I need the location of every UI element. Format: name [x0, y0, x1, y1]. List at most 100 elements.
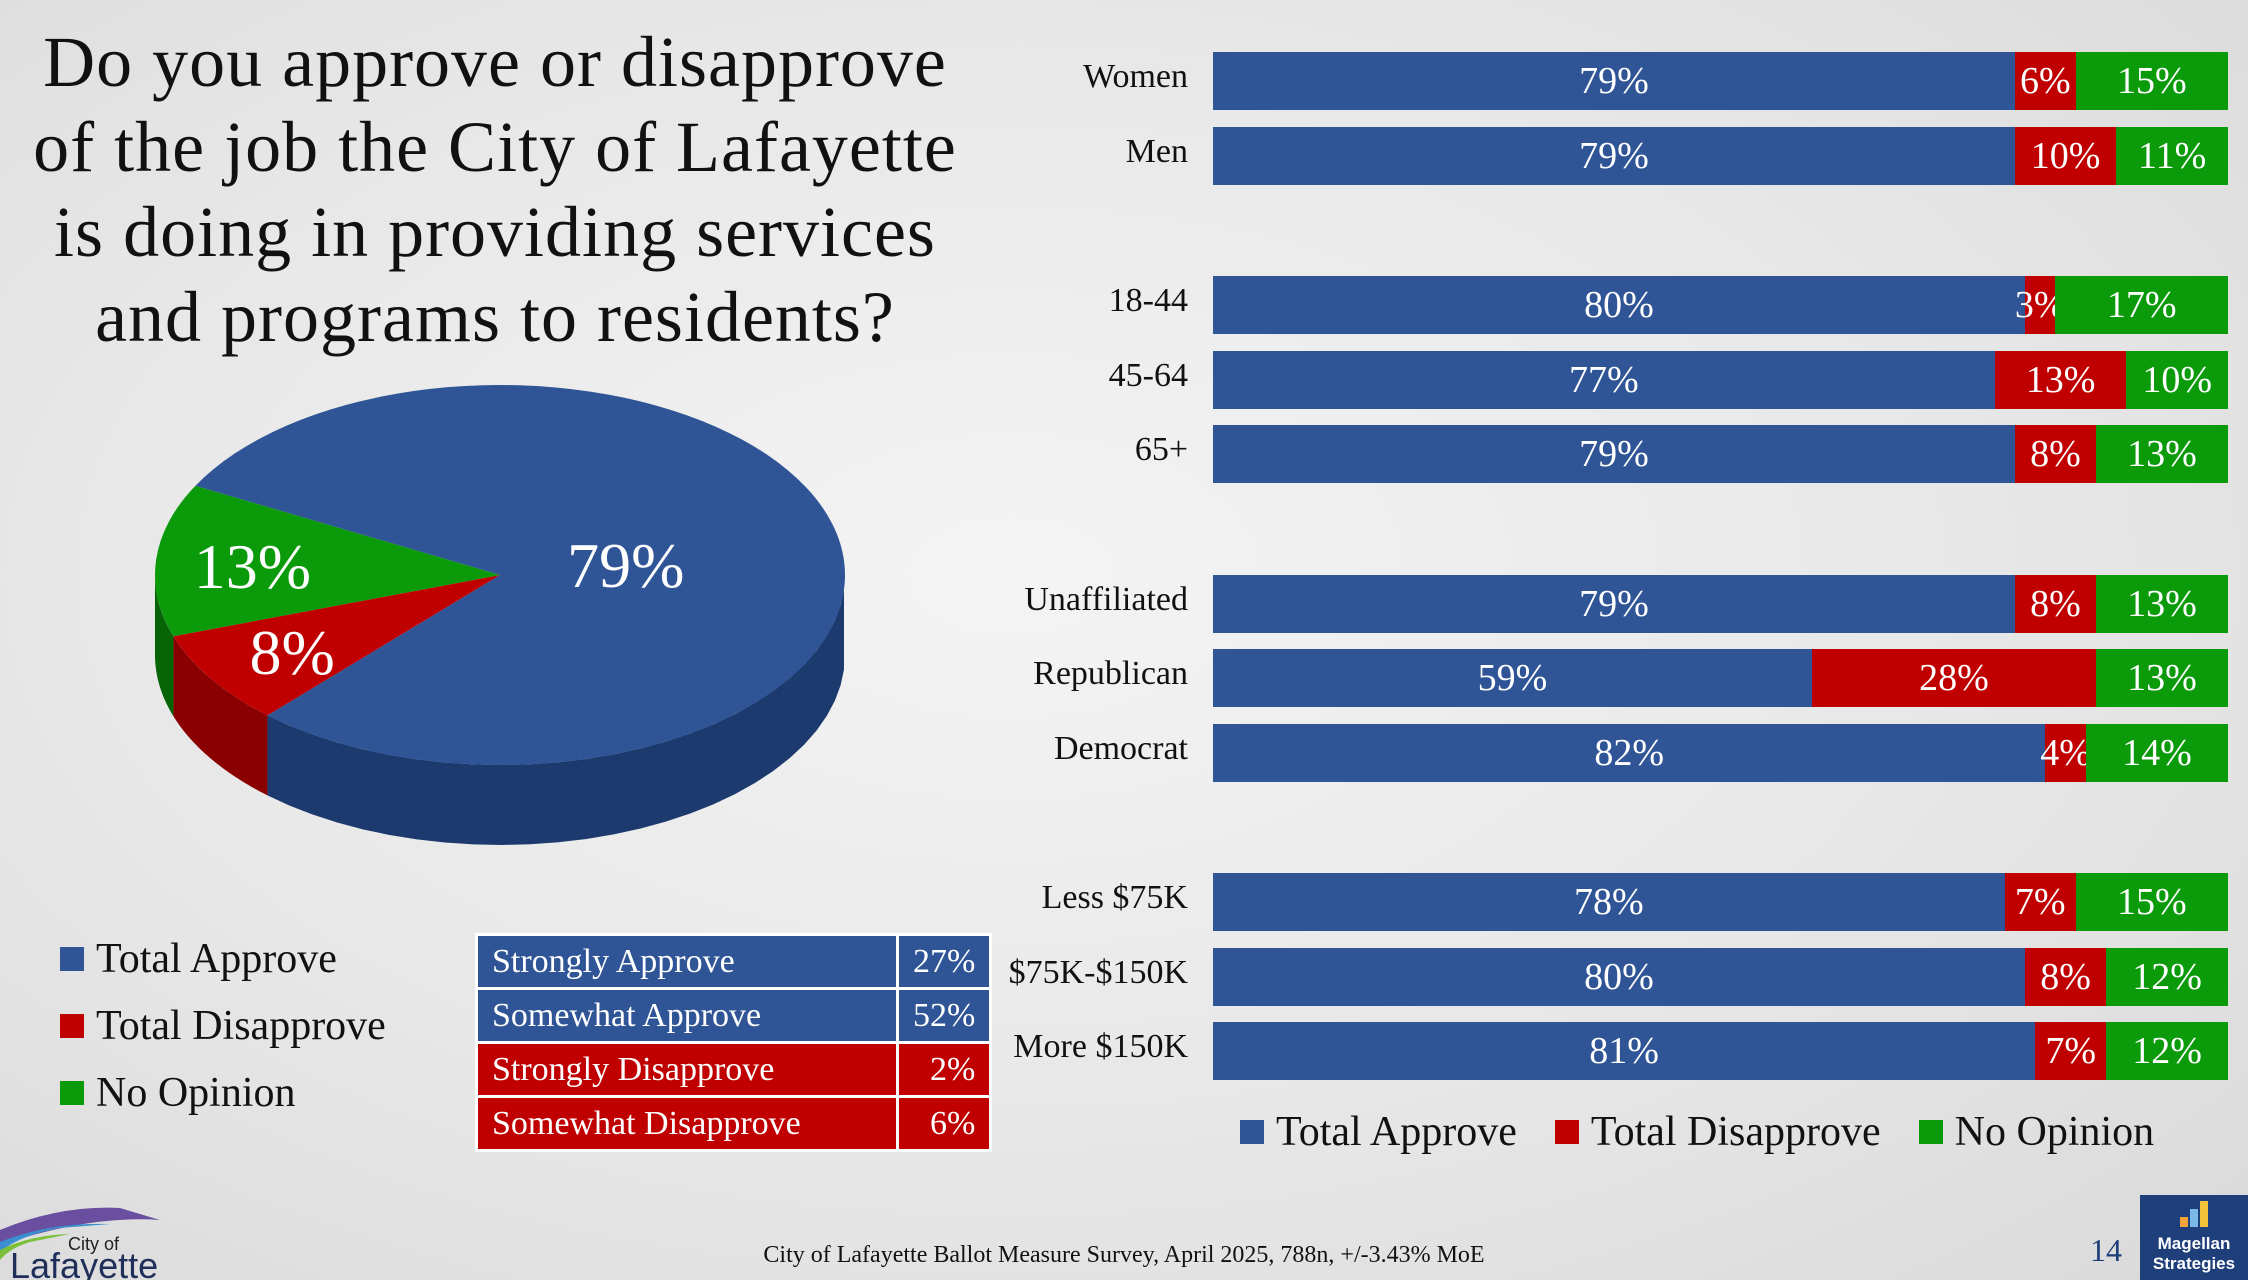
stacked-bar: 79% 8% 13%: [1213, 425, 2228, 483]
breakdown-value: 2%: [895, 1041, 993, 1098]
bar-segment-disapprove: 4%: [2040, 723, 2091, 782]
pie-slice-label: 8%: [250, 617, 335, 688]
legend-label: Total Approve: [1276, 1109, 1517, 1155]
stacked-bar: 79% 10% 11%: [1213, 126, 2228, 185]
bar-legend-item-no-opinion: No Opinion: [1918, 1108, 2155, 1156]
bar-segment-disapprove: 8%: [2014, 425, 2097, 483]
logo-text-lafayette: Lafayette: [10, 1245, 158, 1280]
pie-slice: [155, 485, 500, 637]
breakdown-row: Somewhat Approve 52%: [475, 987, 993, 1044]
bar-segment-no-opinion: 12%: [2106, 1022, 2228, 1080]
magellan-strategies-logo: Magellan Strategies: [2140, 1195, 2248, 1280]
bar-segment-no-opinion: 14%: [2085, 723, 2228, 782]
bar-row-label: 18-44: [1108, 282, 1188, 319]
breakdown-row: Strongly Disapprove 2%: [475, 1041, 993, 1098]
footer-source: City of Lafayette Ballot Measure Survey,…: [763, 1242, 1485, 1268]
bar-segment-approve: 79%: [1213, 52, 2015, 110]
stacked-bar: 78% 7% 15%: [1213, 873, 2228, 931]
stacked-bar: 80% 3% 17%: [1213, 276, 2228, 334]
breakdown-label: Strongly Approve: [475, 933, 899, 990]
bar-chart-icon: [2180, 1201, 2208, 1227]
legend-item-no-opinion: No Opinion: [60, 1059, 386, 1126]
pie-slice: [173, 575, 500, 716]
bar-row-label: 45-64: [1108, 356, 1188, 394]
magellan-line2: Strategies: [2152, 1254, 2236, 1273]
breakdown-row: Strongly Approve 27%: [475, 933, 993, 990]
breakdown-label: Somewhat Approve: [475, 987, 899, 1044]
breakdown-label: Somewhat Disapprove: [475, 1095, 899, 1152]
logo-text-city-of: City of: [68, 1234, 120, 1254]
legend-label: Total Approve: [96, 935, 337, 982]
breakdown-table: Strongly Approve 27% Somewhat Approve 52…: [475, 933, 993, 1152]
bar-row-label: Unaffiliated: [1024, 580, 1188, 618]
stacked-bar: 59% 28% 13%: [1213, 649, 2228, 707]
page-number: 14: [2090, 1232, 2122, 1268]
bar-segment-approve: 82%: [1213, 723, 2046, 782]
breakdown-label: Strongly Disapprove: [475, 1041, 899, 1098]
legend-swatch-disapprove: [1554, 1120, 1579, 1144]
bar-segment-no-opinion: 15%: [2075, 52, 2228, 110]
stacked-bar: 79% 6% 15%: [1213, 52, 2228, 110]
bar-segment-approve: 79%: [1213, 126, 2015, 185]
pie-legend: Total Approve Total Disapprove No Opinio…: [60, 925, 386, 1126]
bar-segment-no-opinion: 13%: [2096, 425, 2228, 483]
bar-row-label: Republican: [1033, 655, 1188, 692]
pie-slice-side: [267, 589, 844, 845]
breakdown-value: 27%: [895, 933, 993, 990]
bar-row-label: $75K-$150K: [1008, 953, 1188, 991]
legend-label: No Opinion: [96, 1069, 296, 1116]
legend-swatch-approve: [1240, 1120, 1264, 1144]
legend-label: Total Disapprove: [96, 1002, 386, 1049]
bar-segment-approve: 78%: [1213, 873, 2005, 931]
title-line: of the job the City of Lafayette: [33, 107, 957, 187]
title-line: Do you approve or disapprove: [43, 22, 947, 102]
stacked-bar: 81% 7% 12%: [1213, 1022, 2228, 1080]
bar-segment-disapprove: 10%: [2014, 126, 2117, 185]
title-line: is doing in providing services: [54, 192, 936, 272]
bar-segment-approve: 81%: [1213, 1022, 2036, 1080]
bar-legend-item-approve: Total Approve: [1240, 1108, 1517, 1156]
bar-legend-item-disapprove: Total Disapprove: [1554, 1108, 1881, 1156]
bar-segment-no-opinion: 12%: [2106, 947, 2228, 1006]
bar-row-label: Women: [1083, 58, 1188, 95]
pie-chart: 79% 8% 13%: [155, 385, 845, 845]
bar-segment-disapprove: 3%: [2015, 276, 2066, 334]
breakdown-value: 52%: [895, 987, 993, 1044]
bar-segment-no-opinion: 17%: [2055, 276, 2228, 334]
stacked-bar: 79% 8% 13%: [1213, 574, 2228, 633]
pie-slice: [195, 385, 845, 765]
pie-slice-label: 79%: [567, 530, 684, 601]
title-line: and programs to residents?: [95, 277, 895, 357]
bar-segment-approve: 79%: [1213, 574, 2015, 633]
magellan-line1: Magellan: [2157, 1234, 2231, 1253]
legend-item-approve: Total Approve: [60, 925, 386, 992]
bar-segment-no-opinion: 10%: [2126, 350, 2228, 409]
bar-segment-approve: 59%: [1213, 649, 1812, 707]
bar-segment-disapprove: 7%: [2035, 1022, 2107, 1080]
bar-segment-no-opinion: 13%: [2096, 574, 2228, 633]
bar-segment-no-opinion: 13%: [2096, 649, 2228, 707]
bar-row-label: Men: [1125, 132, 1188, 170]
bar-row-label: Democrat: [1053, 729, 1188, 767]
legend-label: No Opinion: [1954, 1109, 2155, 1155]
pie-slice-side: [173, 636, 268, 796]
bar-segment-disapprove: 6%: [2014, 52, 2076, 110]
bar-segment-disapprove: 8%: [2014, 574, 2097, 633]
bar-segment-disapprove: 28%: [1811, 649, 2097, 707]
bar-segment-disapprove: 13%: [1994, 350, 2127, 409]
pie-slice-side: [155, 575, 174, 717]
bar-segment-approve: 79%: [1213, 425, 2015, 483]
pie-slice-label: 13%: [194, 531, 311, 602]
stacked-bar: 77% 13% 10%: [1213, 350, 2228, 409]
breakdown-row: Somewhat Disapprove 6%: [475, 1095, 993, 1152]
legend-swatch-no-opinion: [60, 1080, 84, 1105]
breakdown-value: 6%: [895, 1095, 993, 1152]
city-of-lafayette-logo: City of Lafayette: [0, 1207, 160, 1280]
legend-swatch-disapprove: [60, 1013, 84, 1038]
slide-title: Do you approve or disapprove of the job …: [0, 20, 990, 360]
bar-segment-no-opinion: 15%: [2075, 873, 2228, 931]
bar-row-label: More $150K: [1013, 1028, 1188, 1065]
stacked-bar: 80% 8% 12%: [1213, 947, 2228, 1006]
bar-row-label: Less $75K: [1041, 879, 1188, 916]
